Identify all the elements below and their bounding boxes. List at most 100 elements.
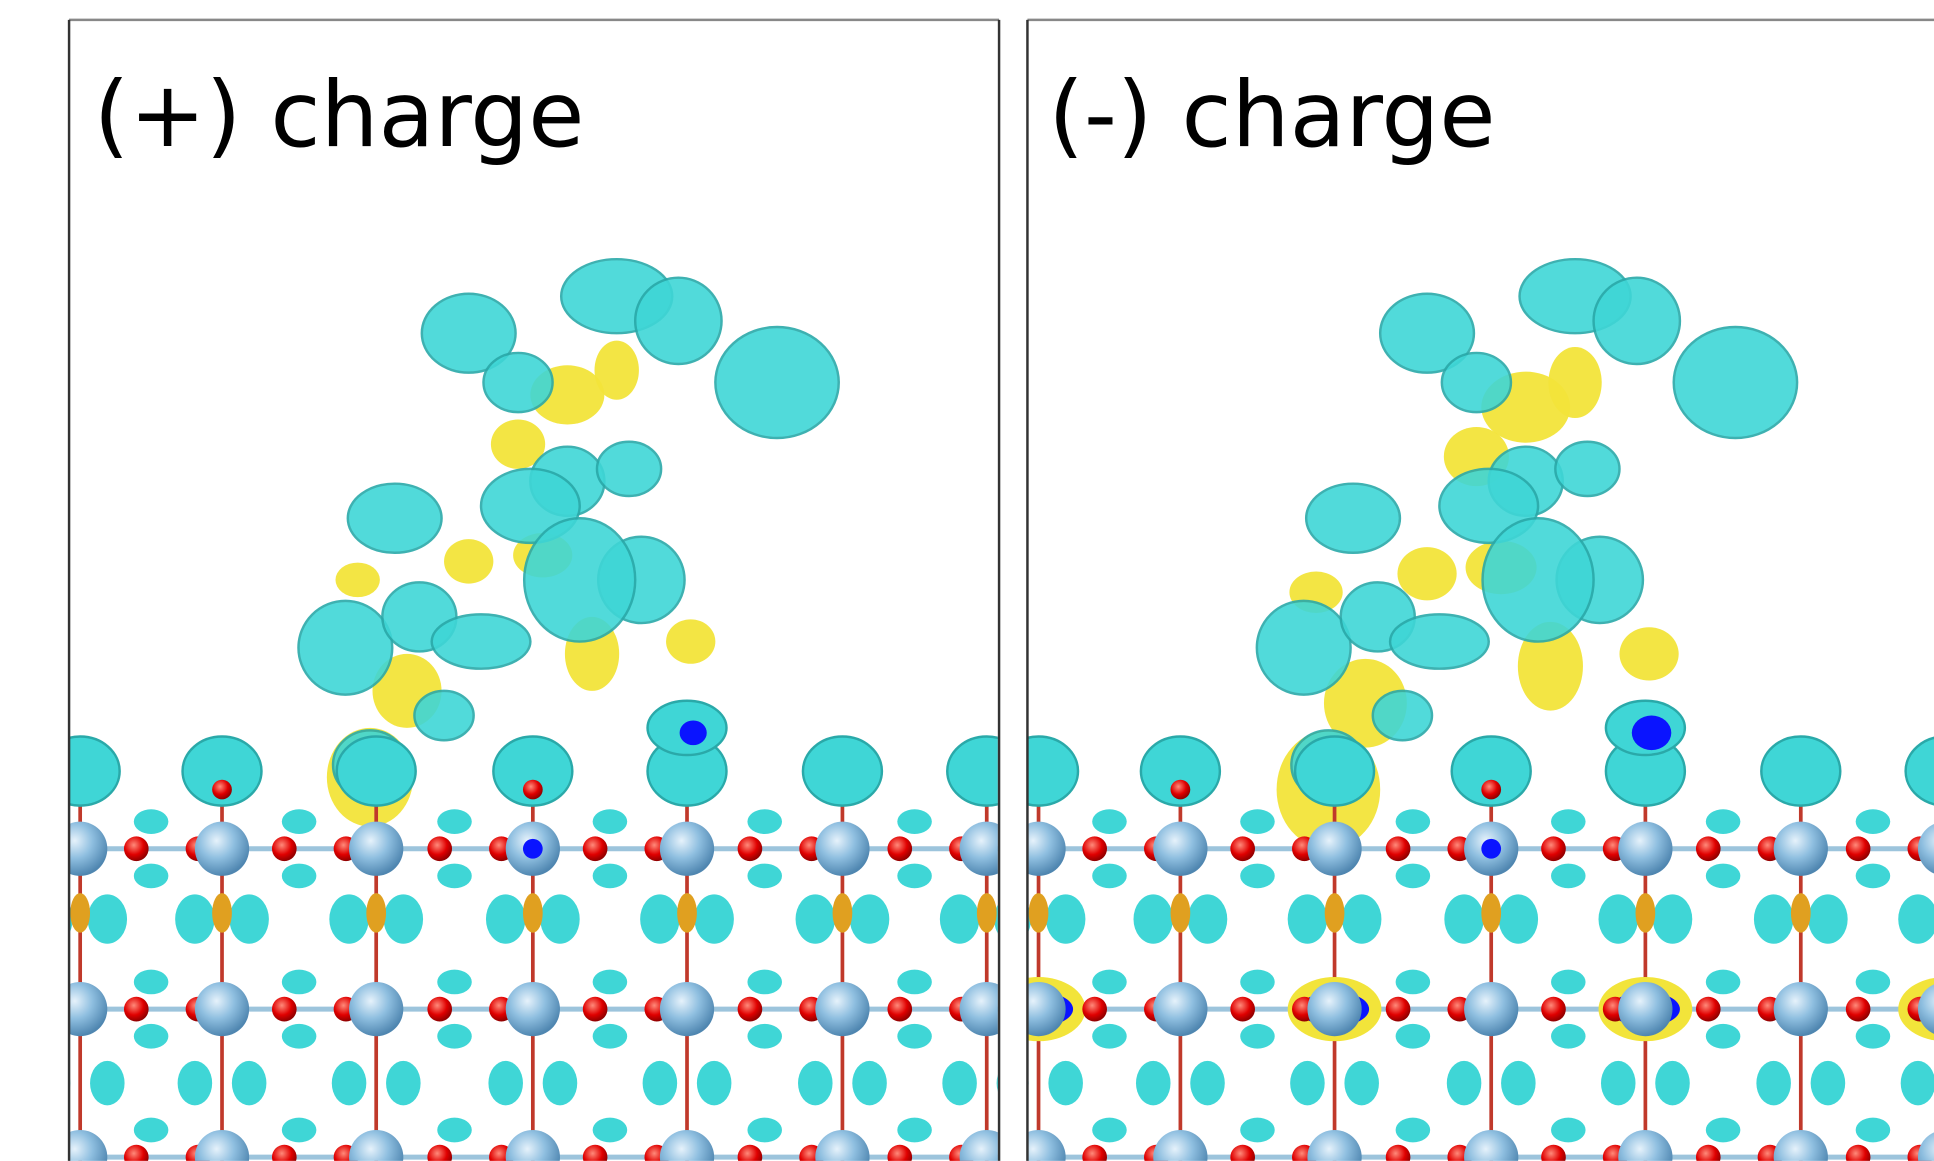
density-cyan: [897, 1118, 932, 1143]
density-cyan: [1396, 1118, 1431, 1143]
density-cyan: [803, 737, 882, 806]
density-yellow: [1029, 893, 1049, 932]
density-cyan: [1046, 894, 1085, 943]
density-cyan: [1594, 278, 1680, 364]
density-cyan: [1396, 809, 1431, 834]
density-cyan: [897, 970, 932, 995]
oxygen-atom: [1696, 997, 1721, 1022]
titanium-atom: [1618, 982, 1672, 1036]
titanium-atom: [1618, 1130, 1672, 1161]
titanium-atom: [195, 822, 249, 876]
density-cyan: [1240, 864, 1275, 889]
density-cyan: [1499, 894, 1538, 943]
density-cyan: [134, 1024, 169, 1049]
titanium-atom: [506, 1130, 560, 1161]
density-cyan: [1288, 894, 1327, 943]
oxygen-atom: [1541, 1145, 1566, 1161]
density-cyan: [1444, 894, 1483, 943]
oxygen-atom: [212, 780, 232, 800]
density-cyan: [1706, 1118, 1741, 1143]
oxygen-atom: [1696, 1145, 1721, 1161]
oxygen-atom: [1386, 1145, 1411, 1161]
oxygen-atom: [272, 1145, 297, 1161]
oxygen-atom: [272, 836, 297, 861]
density-cyan: [1706, 864, 1741, 889]
density-cyan: [850, 894, 889, 943]
titanium-atom: [660, 1130, 714, 1161]
density-cyan: [1240, 1118, 1275, 1143]
density-cyan: [1761, 737, 1840, 806]
oxygen-atom: [1846, 1145, 1871, 1161]
titanium-atom: [1153, 1130, 1207, 1161]
density-cyan: [282, 1024, 317, 1049]
density-cyan: [1442, 353, 1511, 412]
density-yellow: [1325, 893, 1345, 932]
titanium-atom: [1307, 982, 1361, 1036]
density-cyan: [437, 1024, 472, 1049]
density-cyan: [36, 1061, 71, 1105]
oxygen-atom: [583, 836, 608, 861]
density-yellow: [1619, 627, 1678, 680]
density-cyan: [643, 1061, 678, 1105]
density-cyan: [432, 614, 531, 668]
density-yellow: [523, 893, 543, 932]
density-cyan: [437, 809, 472, 834]
density-cyan: [1551, 970, 1586, 995]
density-cyan: [897, 809, 932, 834]
oxygen-atom: [1230, 836, 1255, 861]
density-cyan: [694, 894, 733, 943]
density-cyan: [597, 442, 661, 496]
density-cyan: [414, 691, 473, 740]
density-cyan: [1501, 1061, 1536, 1105]
density-cyan: [1136, 1061, 1171, 1105]
density-cyan: [524, 518, 635, 641]
titanium-atom: [815, 822, 869, 876]
titanium-atom: [960, 1130, 1014, 1161]
density-blue: [1481, 839, 1501, 859]
titanium-atom: [1307, 822, 1361, 876]
density-yellow: [1791, 893, 1811, 932]
titanium-atom: [506, 982, 560, 1036]
density-cyan: [1674, 327, 1797, 438]
density-yellow: [666, 619, 715, 663]
oxygen-atom: [583, 1145, 608, 1161]
titanium-atom: [1153, 822, 1207, 876]
density-cyan: [593, 1118, 628, 1143]
density-blue: [680, 720, 707, 745]
density-cyan: [697, 1061, 732, 1105]
density-cyan: [1856, 970, 1891, 995]
density-cyan: [1856, 864, 1891, 889]
density-cyan: [484, 353, 553, 412]
titanium-atom: [1011, 982, 1065, 1036]
oxygen-atom: [887, 997, 912, 1022]
density-cyan: [1092, 809, 1127, 834]
oxygen-atom: [272, 997, 297, 1022]
titanium-atom: [195, 982, 249, 1036]
density-cyan: [88, 894, 127, 943]
density-cyan: [543, 1061, 578, 1105]
density-cyan: [1856, 1024, 1891, 1049]
density-cyan: [1756, 1061, 1791, 1105]
panel-minus: [992, 259, 1934, 1161]
oxygen-atom: [1082, 997, 1107, 1022]
oxygen-atom: [1846, 836, 1871, 861]
oxygen-atom: [1541, 997, 1566, 1022]
density-cyan: [747, 864, 782, 889]
density-yellow: [677, 893, 697, 932]
density-cyan: [437, 864, 472, 889]
density-cyan: [747, 809, 782, 834]
titanium-atom: [53, 822, 107, 876]
figure: (+) charge (-) charge: [0, 0, 1934, 1161]
density-cyan: [747, 1024, 782, 1049]
density-cyan: [1808, 894, 1847, 943]
density-cyan: [1092, 864, 1127, 889]
density-cyan: [1048, 1061, 1083, 1105]
density-cyan: [1811, 1061, 1846, 1105]
density-cyan: [1290, 1061, 1325, 1105]
density-cyan: [298, 601, 392, 695]
density-cyan: [593, 970, 628, 995]
density-cyan: [1856, 1118, 1891, 1143]
density-cyan: [1240, 1024, 1275, 1049]
density-cyan: [1134, 894, 1173, 943]
oxygen-atom: [427, 836, 452, 861]
